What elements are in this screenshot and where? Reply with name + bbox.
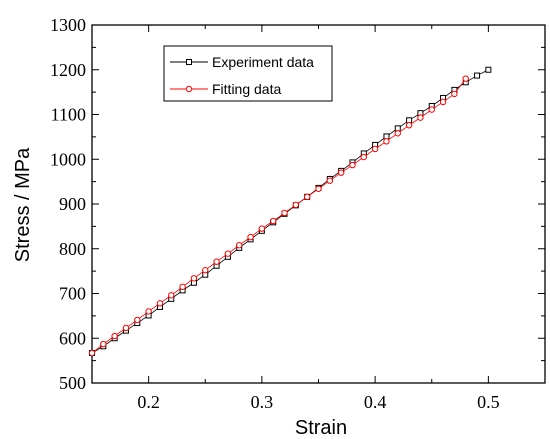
data-point — [100, 340, 107, 348]
series-layer — [88, 66, 492, 357]
x-tick-label: 0.4 — [364, 392, 387, 412]
x-axis-ticks: 0.2 0.3 0.4 0.5 — [91, 25, 546, 412]
data-point — [451, 90, 458, 98]
legend-label: Experiment data — [212, 54, 314, 70]
data-point — [462, 75, 469, 82]
data-point — [111, 332, 118, 340]
data-point — [417, 114, 424, 121]
series-2 — [88, 75, 469, 357]
data-point — [439, 98, 447, 106]
data-point — [292, 201, 300, 209]
data-point — [474, 72, 481, 79]
data-point — [122, 324, 130, 332]
y-axis-title: Stress / MPa — [12, 147, 34, 262]
y-tick-label: 1200 — [50, 60, 86, 80]
data-point — [360, 153, 367, 161]
y-tick-label: 600 — [59, 328, 86, 348]
x-tick-label: 0.5 — [477, 392, 500, 412]
x-axis-title: Strain — [295, 417, 347, 439]
data-point — [326, 177, 334, 184]
data-point — [236, 241, 243, 249]
data-point — [428, 106, 435, 113]
legend-marker — [185, 85, 193, 93]
data-point — [394, 130, 401, 137]
data-point — [213, 258, 220, 265]
data-point — [405, 122, 413, 129]
data-point — [156, 300, 164, 307]
data-point — [371, 145, 379, 153]
data-point — [281, 209, 288, 217]
data-point — [383, 138, 390, 145]
x-tick-label: 0.2 — [137, 392, 160, 412]
data-point — [270, 217, 277, 225]
data-point — [202, 267, 209, 274]
legend: Experiment data Fitting data — [163, 45, 333, 102]
data-point — [485, 66, 492, 73]
data-point — [303, 193, 311, 201]
y-axis-ticks: 500 600 700 800 900 1000 1100 1200 1300 — [50, 15, 545, 393]
data-point — [190, 275, 198, 282]
data-point — [247, 233, 254, 241]
data-point — [258, 225, 266, 232]
data-point — [145, 308, 152, 315]
data-point — [168, 292, 175, 299]
data-point — [315, 185, 322, 192]
y-tick-label: 800 — [59, 239, 86, 259]
legend-marker — [186, 59, 192, 65]
data-point — [134, 316, 141, 324]
y-tick-label: 1000 — [50, 149, 86, 169]
x-tick-label: 0.3 — [251, 392, 274, 412]
legend-box — [163, 45, 333, 102]
data-point — [337, 169, 345, 176]
y-tick-label: 500 — [59, 373, 86, 393]
data-point — [224, 250, 232, 257]
series-line — [91, 78, 467, 354]
y-tick-label: 1300 — [50, 15, 86, 35]
data-point — [179, 283, 186, 290]
y-tick-label: 1100 — [51, 105, 86, 125]
data-point — [88, 349, 96, 357]
legend-label: Fitting data — [212, 81, 281, 97]
y-tick-label: 700 — [59, 284, 86, 304]
data-point — [349, 161, 356, 169]
y-tick-label: 900 — [59, 194, 86, 214]
